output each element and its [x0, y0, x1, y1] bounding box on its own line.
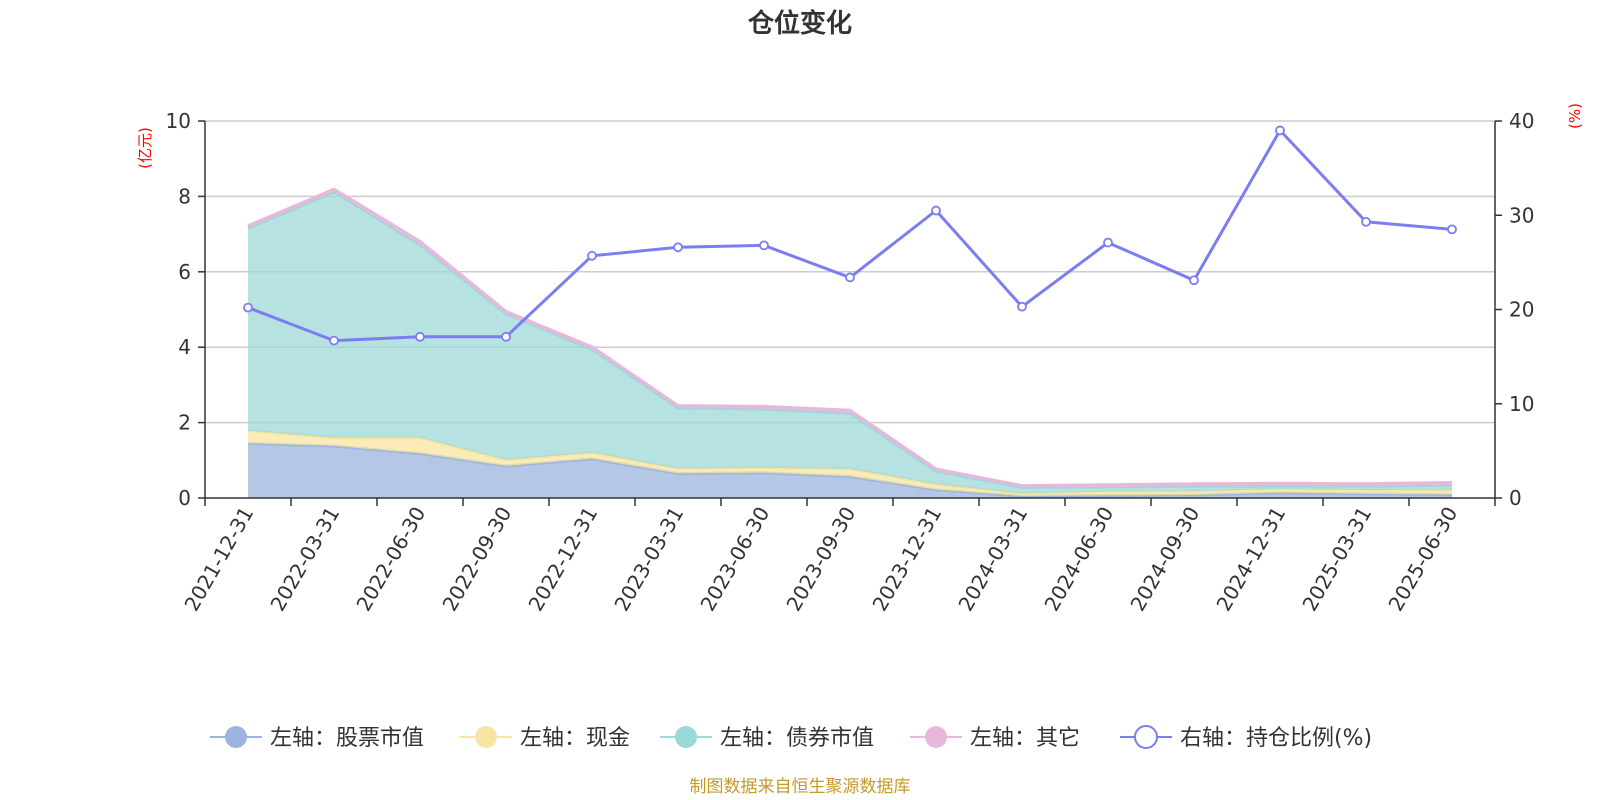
legend-swatch-marker [475, 726, 497, 748]
area-top-line [247, 187, 1453, 488]
ratio-point [587, 250, 597, 261]
x-tick-label: 2025-06-30 [1383, 503, 1462, 616]
ratio-point [845, 272, 855, 283]
x-tick-label: 2024-03-31 [953, 503, 1032, 616]
ratio-point [759, 240, 769, 251]
left-tick-label: 6 [178, 260, 191, 284]
left-tick-label: 4 [178, 335, 191, 359]
x-tick-label: 2023-12-31 [867, 503, 946, 616]
ratio-point [501, 331, 511, 342]
x-tick-label: 2023-06-30 [695, 503, 774, 616]
legend-label: 左轴：其它 [970, 726, 1080, 751]
area-band [248, 191, 1452, 494]
left-tick-label: 2 [178, 411, 191, 435]
left-tick-label: 0 [178, 486, 191, 510]
ratio-point [1189, 275, 1199, 286]
chart-title: 仓位变化 [747, 8, 852, 39]
legend-swatch-marker [675, 726, 697, 748]
x-tick-label: 2021-12-31 [179, 503, 258, 616]
ratio-point [243, 302, 253, 313]
x-tick-label: 2022-09-30 [437, 503, 516, 616]
ratio-point [1447, 224, 1457, 235]
legend-label: 右轴：持仓比例(%) [1180, 726, 1372, 751]
area-band [248, 443, 1452, 498]
legend-label: 左轴：现金 [520, 726, 630, 751]
right-axis-unit: (%) [1566, 103, 1584, 129]
ratio-point [1275, 125, 1285, 136]
ratio-point [1361, 216, 1371, 227]
x-tick-label: 2023-03-31 [609, 503, 688, 616]
right-tick-label: 0 [1509, 486, 1522, 510]
x-tick-label: 2022-03-31 [265, 503, 344, 616]
holding-ratio-line [243, 125, 1457, 346]
ratio-point [415, 331, 425, 342]
stacked-areas [247, 187, 1453, 498]
x-tick-label: 2025-03-31 [1297, 503, 1376, 616]
legend-swatch-marker [225, 726, 247, 748]
legend-swatch-marker [925, 726, 947, 748]
legend-swatch-marker [1134, 725, 1158, 749]
x-tick-label: 2022-12-31 [523, 503, 602, 616]
legend-label: 左轴：股票市值 [270, 726, 424, 751]
x-tick-label: 2023-09-30 [781, 503, 860, 616]
x-tick-label: 2024-12-31 [1211, 503, 1290, 616]
legend-label: 左轴：债券市值 [720, 726, 874, 751]
left-tick-label: 8 [178, 184, 191, 208]
ratio-point [329, 335, 339, 346]
data-source-note: 制图数据来自恒生聚源数据库 [690, 777, 911, 797]
right-tick-label: 40 [1509, 109, 1534, 133]
ratio-point [673, 242, 683, 253]
left-tick-label: 10 [166, 109, 191, 133]
legend: 左轴：股票市值 左轴：现金 左轴：债券市值 左轴：其它 右轴：持仓比例(%) [210, 725, 1372, 751]
ratio-point [1017, 301, 1027, 312]
right-tick-label: 10 [1509, 392, 1534, 416]
right-tick-label: 20 [1509, 298, 1534, 322]
x-tick-label: 2022-06-30 [351, 503, 430, 616]
right-tick-label: 30 [1509, 203, 1534, 227]
left-axis-unit: (亿元) [136, 127, 154, 169]
ratio-point [931, 205, 941, 216]
x-tick-label: 2024-09-30 [1125, 503, 1204, 616]
x-tick-label: 2024-06-30 [1039, 503, 1118, 616]
ratio-point [1103, 237, 1113, 248]
